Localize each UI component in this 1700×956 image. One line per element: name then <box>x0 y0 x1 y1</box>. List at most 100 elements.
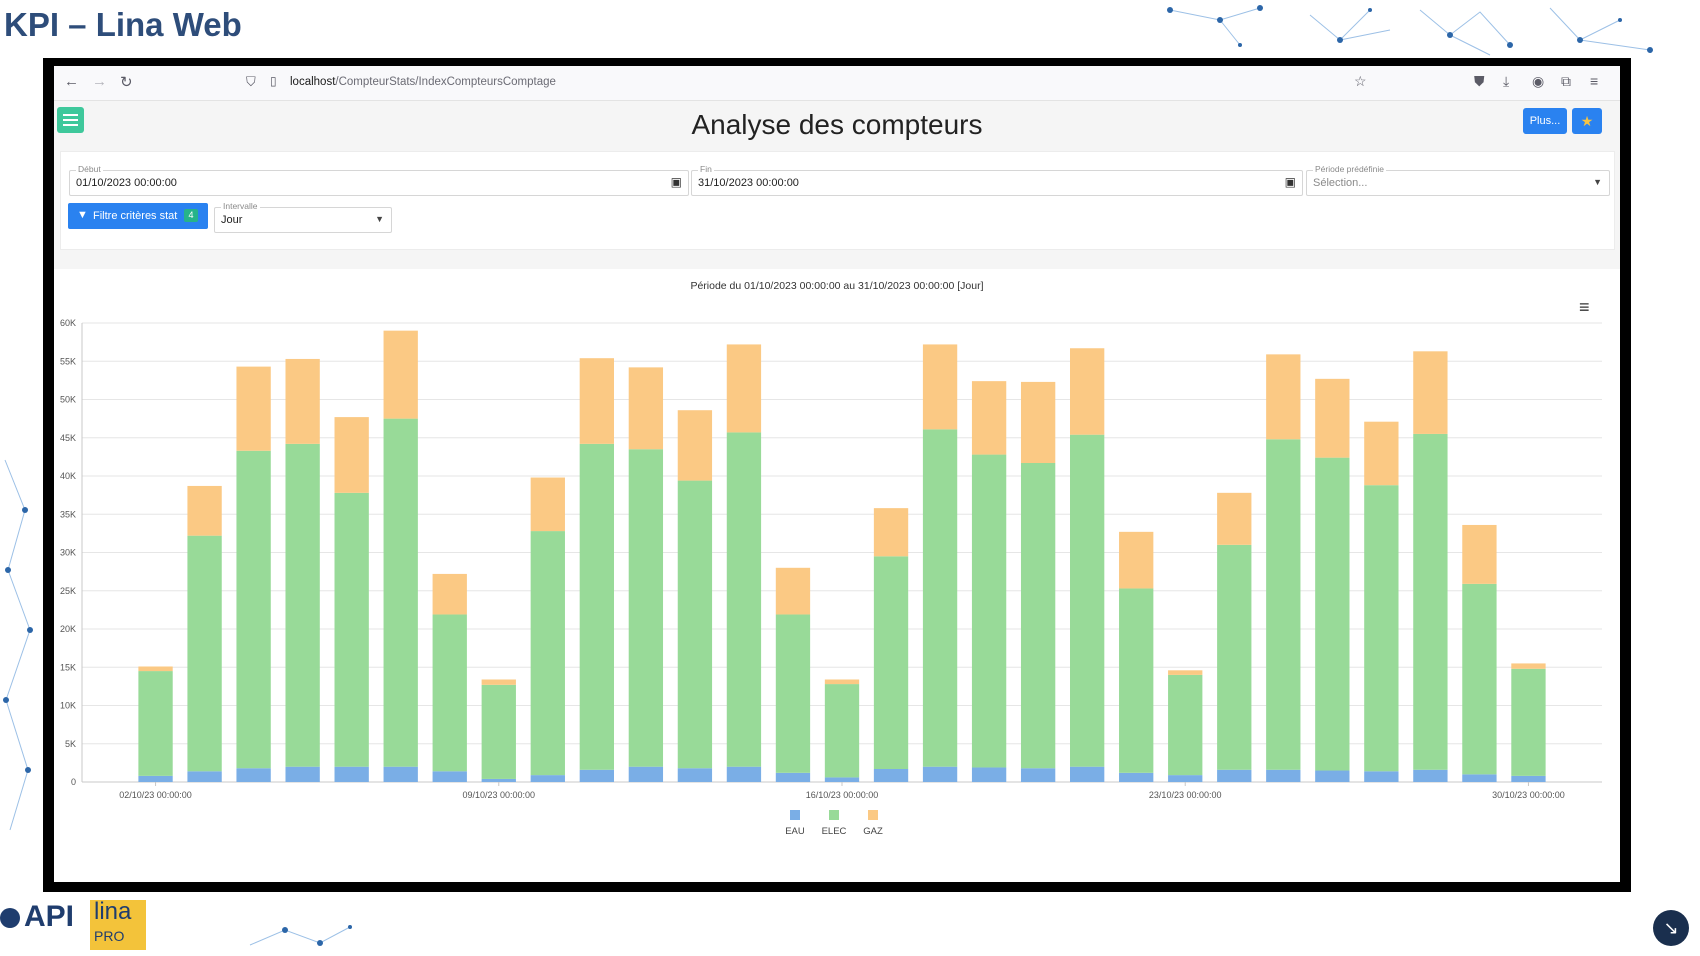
bar-elec <box>481 684 516 779</box>
legend-swatch-gaz <box>868 810 878 820</box>
shield-icon[interactable]: ⛉ <box>246 74 256 89</box>
app-menu-icon[interactable]: ≡ <box>1590 73 1599 89</box>
bar-elec <box>922 429 958 767</box>
bookmark-star-icon[interactable]: ☆ <box>1354 73 1367 89</box>
y-tick-label: 25K <box>60 586 76 596</box>
bar-gaz <box>138 666 173 672</box>
bar-gaz <box>579 358 614 444</box>
bar-gaz <box>1070 348 1105 435</box>
bar-eau <box>530 775 565 782</box>
bar-gaz <box>1168 670 1203 675</box>
bar-gaz <box>285 358 320 444</box>
back-icon[interactable]: ← <box>64 73 79 90</box>
bar-eau <box>873 768 909 782</box>
network-decoration-bottom <box>249 925 352 946</box>
menu-icon-line <box>63 124 78 126</box>
lina-pro-text: PRO <box>94 928 125 944</box>
bar-elec <box>1168 674 1203 776</box>
bar-elec <box>285 443 320 767</box>
arrow-down-right-icon[interactable]: ↘ <box>1653 910 1689 946</box>
bar-elec <box>824 684 860 778</box>
extensions-icon[interactable]: ⧉ <box>1561 73 1571 89</box>
account-icon[interactable]: ◉ <box>1532 73 1545 89</box>
y-tick-label: 15K <box>60 662 76 672</box>
bar-eau <box>971 767 1007 782</box>
bar-eau <box>726 766 762 782</box>
fin-label: Fin <box>698 164 714 174</box>
bar-gaz <box>383 330 418 419</box>
url-bar[interactable]: localhost/CompteurStats/IndexCompteursCo… <box>290 76 556 88</box>
browser-toolbar: ← → ↻ ⛉ ▯ localhost/CompteurStats/IndexC… <box>54 66 1620 101</box>
bar-eau <box>236 768 271 782</box>
favorite-star-button[interactable]: ★ <box>1572 108 1602 134</box>
api-logo-text: API <box>24 900 75 933</box>
bar-eau <box>334 766 369 782</box>
y-tick-label: 45K <box>60 433 76 443</box>
page-title: Analyse des compteurs <box>691 109 983 140</box>
bar-gaz <box>236 366 271 451</box>
bar-gaz <box>530 477 565 532</box>
bar-elec <box>1070 434 1105 767</box>
bar-elec <box>1119 588 1154 773</box>
bar-gaz <box>1364 421 1399 486</box>
url-host: localhost <box>290 76 336 88</box>
page-icon: ▯ <box>270 74 277 88</box>
forward-icon[interactable]: → <box>92 73 107 90</box>
pocket-icon[interactable]: ⛊ <box>1474 73 1485 89</box>
bar-elec <box>1364 485 1399 772</box>
bar-gaz <box>726 344 762 433</box>
bar-gaz <box>334 417 369 493</box>
y-tick-label: 55K <box>60 356 76 366</box>
network-decoration-left <box>3 459 33 831</box>
bar-eau <box>1364 771 1399 782</box>
bar-eau <box>1266 769 1301 782</box>
url-path: /CompteurStats/IndexCompteursComptage <box>335 76 556 88</box>
bar-gaz <box>775 567 811 615</box>
bar-elec <box>726 432 762 767</box>
plus-button[interactable]: Plus... <box>1523 108 1567 134</box>
debut-value: 01/10/2023 00:00:00 <box>76 177 177 189</box>
bar-gaz <box>677 410 713 481</box>
bar-eau <box>1511 775 1546 782</box>
y-tick-label: 40K <box>60 471 76 481</box>
menu-icon-line <box>63 114 78 116</box>
debut-field[interactable]: Début 01/10/2023 00:00:00 ▣ <box>69 164 689 196</box>
slide-title: KPI – Lina Web <box>4 6 242 43</box>
chevron-down-icon: ▼ <box>375 214 384 224</box>
legend-label: ELEC <box>822 826 847 837</box>
bar-eau <box>775 772 811 782</box>
bar-eau <box>677 768 713 782</box>
filter-icon: ▼ <box>77 209 88 221</box>
x-tick-label: 23/10/23 00:00:00 <box>1149 790 1222 800</box>
periode-predefinie-select[interactable]: Période prédéfinie Sélection... ▼ <box>1306 164 1610 196</box>
y-tick-label: 60K <box>60 318 76 328</box>
fin-field[interactable]: Fin 31/10/2023 00:00:00 ▣ <box>691 164 1303 196</box>
y-tick-label: 5K <box>65 739 76 749</box>
bar-elec <box>775 614 811 773</box>
bar-gaz <box>1511 663 1546 669</box>
intervalle-value: Jour <box>221 214 243 226</box>
x-tick-label: 02/10/23 00:00:00 <box>119 790 192 800</box>
calendar-icon[interactable]: ▣ <box>1284 175 1296 189</box>
intervalle-select[interactable]: Intervalle Jour ▼ <box>214 201 392 233</box>
bar-eau <box>579 769 614 782</box>
bar-gaz <box>1315 378 1350 458</box>
bar-eau <box>383 766 418 782</box>
bar-gaz <box>824 679 860 685</box>
bar-eau <box>1070 766 1105 782</box>
y-tick-label: 20K <box>60 624 76 634</box>
reload-icon[interactable]: ↻ <box>120 74 133 91</box>
chevron-down-icon: ▼ <box>1593 177 1602 187</box>
bar-eau <box>187 771 222 782</box>
chart-menu-icon[interactable]: ≡ <box>1579 297 1590 317</box>
bar-eau <box>1462 774 1497 782</box>
bar-eau <box>481 778 516 782</box>
filter-button-label: Filtre critères stat <box>93 210 178 222</box>
menu-button[interactable] <box>57 107 84 133</box>
filter-criteria-button[interactable]: ▼ Filtre critères stat 4 <box>68 203 208 229</box>
bar-gaz <box>1119 531 1154 589</box>
download-icon[interactable]: ⤓ <box>1503 73 1510 89</box>
calendar-icon[interactable]: ▣ <box>670 175 682 189</box>
filters-panel: Début 01/10/2023 00:00:00 ▣ Fin 31/10/20… <box>60 151 1615 250</box>
bar-gaz <box>1462 524 1497 584</box>
